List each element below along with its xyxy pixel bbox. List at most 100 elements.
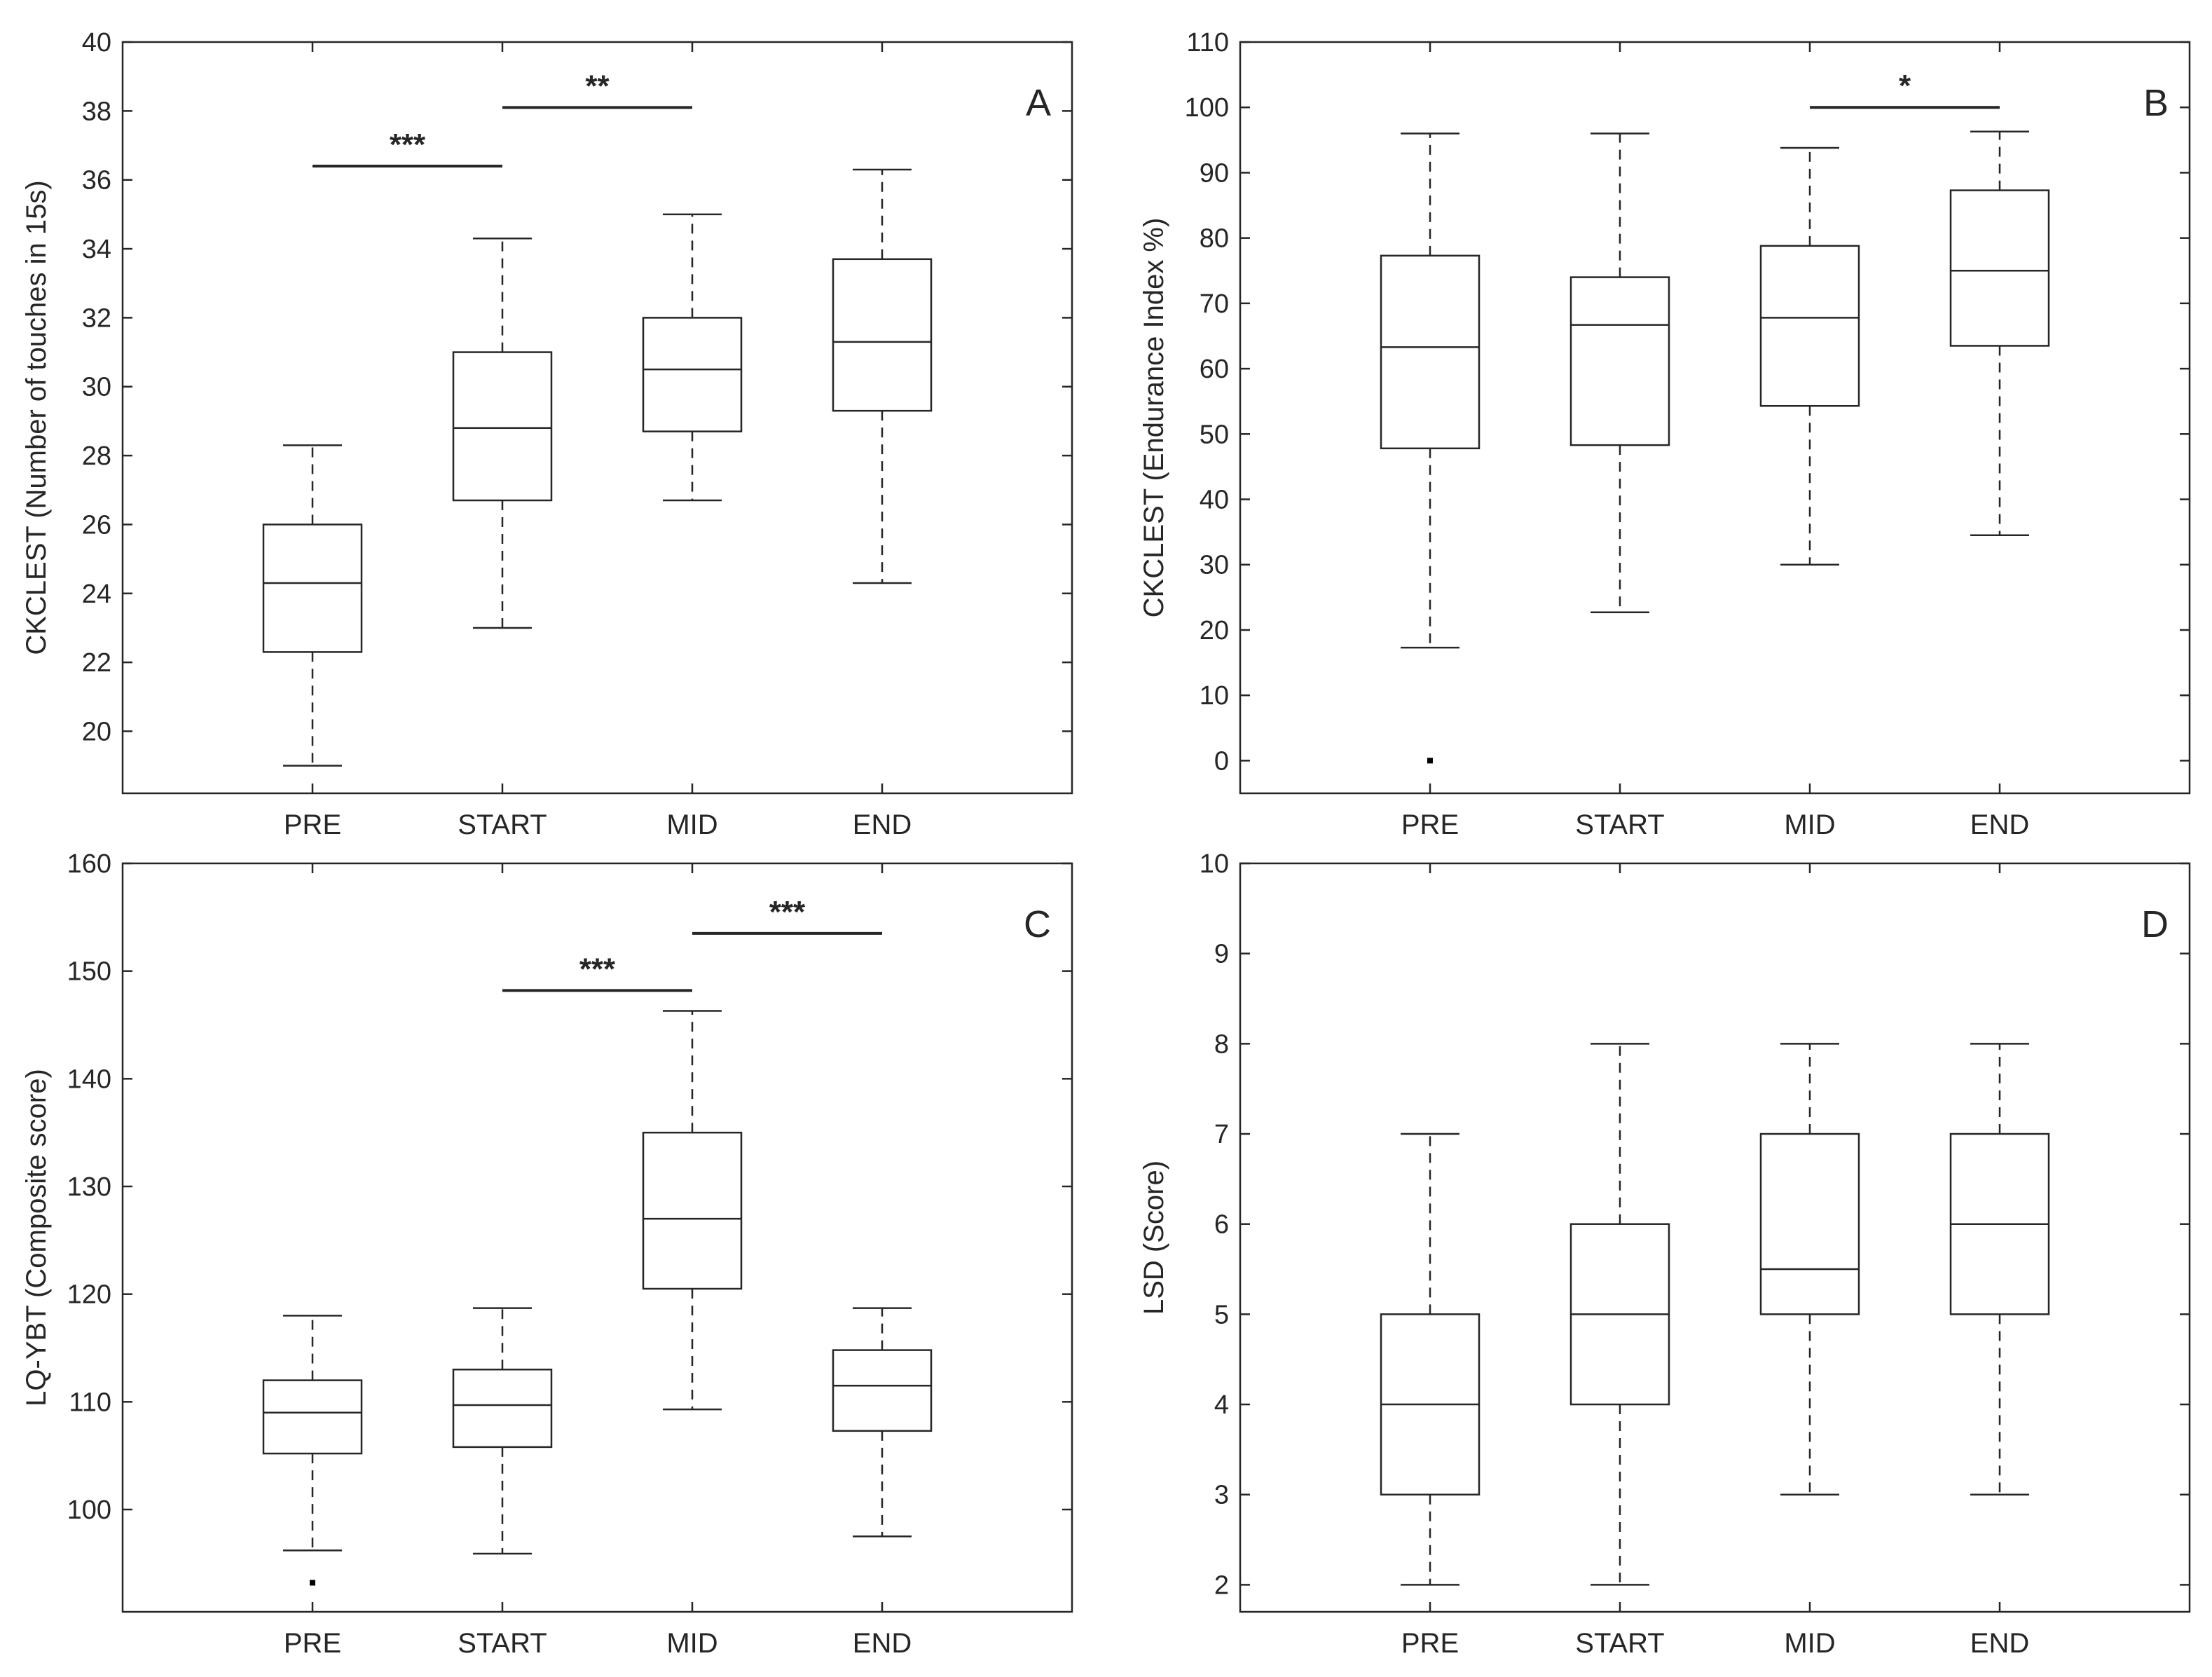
iqr-box xyxy=(452,1368,553,1449)
y-tick-label: 130 xyxy=(67,1172,111,1202)
x-tick-label-mid: MID xyxy=(1784,1628,1835,1659)
box-mid xyxy=(1759,1043,1860,1495)
y-tick-label: 60 xyxy=(1200,355,1229,384)
y-tick-label: 50 xyxy=(1200,420,1229,449)
y-tick-label: 150 xyxy=(67,957,111,987)
box-start xyxy=(452,238,553,629)
significance-stars: *** xyxy=(390,128,426,162)
iqr-box xyxy=(1380,254,1481,450)
significance-stars: ** xyxy=(585,69,610,103)
y-tick-label: 160 xyxy=(67,849,111,879)
box-mid xyxy=(1759,146,1860,566)
x-tick-label-end: END xyxy=(1970,809,2029,840)
panel-c: 100 110 120 130 140 150 160 PRE START MID END LQ-YB… xyxy=(21,849,1073,1659)
x-tick-label-start: START xyxy=(1575,1628,1664,1659)
y-tick-label: 120 xyxy=(67,1280,111,1310)
box-start xyxy=(1569,1043,1670,1586)
box-pre xyxy=(262,1315,363,1586)
y-tick-label: 100 xyxy=(1185,93,1229,123)
y-tick-label: 5 xyxy=(1214,1300,1229,1329)
box-end xyxy=(1949,130,2050,537)
iqr-box xyxy=(832,258,933,412)
x-tick-label-end: END xyxy=(853,1628,912,1659)
outlier-point xyxy=(310,1580,315,1586)
y-tick-label: 24 xyxy=(82,580,111,609)
y-tick-label: 0 xyxy=(1214,746,1229,776)
x-tick-label-pre: PRE xyxy=(284,809,341,840)
x-tick-label-mid: MID xyxy=(666,809,717,840)
iqr-box xyxy=(262,1379,363,1455)
y-tick-label: 80 xyxy=(1200,224,1229,254)
x-tick-label-mid: MID xyxy=(666,1628,717,1659)
iqr-box xyxy=(832,1349,933,1432)
y-tick-label: 22 xyxy=(82,648,111,678)
panel-a: 20 22 24 26 28 30 32 34 36 38 40 PRE START MID END CKCL… xyxy=(21,28,1073,840)
y-tick-label: 30 xyxy=(82,373,111,402)
axes-frame xyxy=(1239,41,2191,795)
x-tick-label-pre: PRE xyxy=(284,1628,341,1659)
iqr-box xyxy=(642,317,743,432)
iqr-box xyxy=(1569,276,1670,446)
y-tick-label: 3 xyxy=(1214,1481,1229,1510)
y-tick-label: 110 xyxy=(69,1388,111,1417)
y-tick-label: 20 xyxy=(82,717,111,746)
panel-d: 2 3 4 5 6 7 8 9 10 PRE START MID END LSD (Score) D xyxy=(1139,849,2191,1659)
x-tick-label-end: END xyxy=(853,809,912,840)
y-tick-label: 34 xyxy=(82,235,111,264)
x-tick-label-pre: PRE xyxy=(1401,809,1459,840)
y-axis-label: LSD (Score) xyxy=(1139,1161,1169,1315)
y-tick-label: 6 xyxy=(1214,1210,1229,1240)
iqr-box xyxy=(1949,189,2050,347)
y-tick-label: 30 xyxy=(1200,551,1229,580)
y-tick-label: 100 xyxy=(67,1495,111,1525)
box-start xyxy=(452,1307,553,1555)
y-tick-label: 10 xyxy=(1200,681,1229,711)
panel-letter: C xyxy=(1024,903,1051,945)
y-axis-label: CKCLEST (Endurance Index %) xyxy=(1139,218,1169,618)
x-tick-label-start: START xyxy=(458,809,547,840)
panel-letter: B xyxy=(2143,82,2169,124)
iqr-box xyxy=(452,351,553,502)
box-end xyxy=(1949,1043,2050,1495)
y-tick-label: 90 xyxy=(1200,158,1229,188)
y-tick-label: 28 xyxy=(82,442,111,471)
box-mid xyxy=(642,213,743,502)
y-axis-label: CKCLEST (Number of touches in 15s) xyxy=(21,180,52,655)
panel-b: 0 10 20 30 40 50 60 70 80 90 100 110 PRE START MID END C… xyxy=(1139,28,2191,840)
significance-stars: * xyxy=(1899,69,1911,103)
axes-frame xyxy=(121,862,1073,1613)
x-tick-label-pre: PRE xyxy=(1401,1628,1459,1659)
y-tick-label: 4 xyxy=(1214,1390,1229,1420)
panel-letter: D xyxy=(2141,903,2169,945)
y-tick-label: 8 xyxy=(1214,1029,1229,1059)
panel-letter: A xyxy=(1026,82,1051,124)
iqr-box xyxy=(1759,1132,1860,1315)
y-tick-label: 140 xyxy=(67,1065,111,1094)
y-tick-label: 2 xyxy=(1214,1570,1229,1600)
y-tick-label: 20 xyxy=(1200,616,1229,645)
y-axis-label: LQ-YBT (Composite score) xyxy=(21,1069,52,1406)
outlier-point xyxy=(1427,758,1433,764)
y-tick-label: 9 xyxy=(1214,940,1229,969)
y-tick-label: 32 xyxy=(82,303,111,333)
axes-frame xyxy=(1239,862,2191,1613)
x-tick-label-start: START xyxy=(1575,809,1664,840)
box-start xyxy=(1569,132,1670,614)
y-tick-label: 70 xyxy=(1200,289,1229,319)
y-tick-label: 110 xyxy=(1186,28,1229,57)
y-tick-label: 26 xyxy=(82,510,111,540)
significance-stars: *** xyxy=(579,952,616,986)
box-end xyxy=(832,168,933,584)
box-pre xyxy=(1380,132,1481,764)
x-tick-label-mid: MID xyxy=(1784,809,1835,840)
x-tick-label-end: END xyxy=(1970,1628,2029,1659)
axes-frame xyxy=(121,41,1073,795)
y-tick-label: 7 xyxy=(1214,1120,1229,1149)
box-end xyxy=(832,1307,933,1538)
box-mid xyxy=(642,1010,743,1411)
iqr-box xyxy=(642,1131,743,1290)
x-tick-label-start: START xyxy=(458,1628,547,1659)
significance-stars: *** xyxy=(769,895,806,929)
box-pre xyxy=(1380,1132,1481,1586)
